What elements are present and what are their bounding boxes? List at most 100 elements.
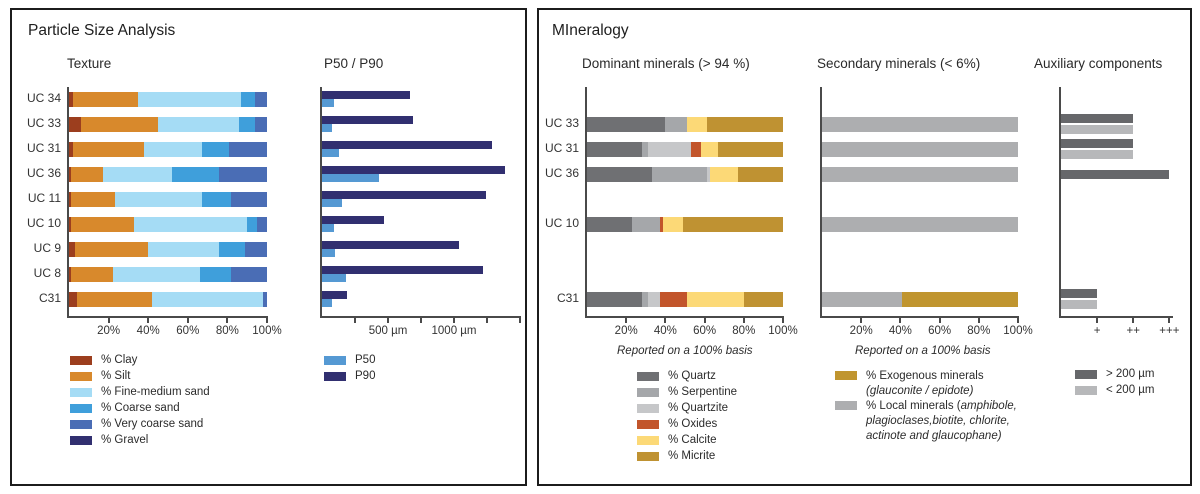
row-label: UC 34 xyxy=(26,91,61,105)
axis-tick-label: 100% xyxy=(252,325,282,337)
bar-segment xyxy=(152,291,264,307)
bar-row xyxy=(587,216,783,232)
bar-segment xyxy=(134,216,248,232)
legend-swatch xyxy=(637,371,659,381)
bar-segment xyxy=(822,291,903,307)
axis-tick xyxy=(742,316,745,323)
bar-segment xyxy=(822,116,1018,132)
legend-swatch xyxy=(70,419,92,429)
secondary-minerals-chart-title: Secondary minerals (< 6%) xyxy=(817,56,981,71)
dominant-minerals-chart-title: Dominant minerals (> 94 %) xyxy=(582,56,750,71)
legend-item: % Exogenous minerals xyxy=(835,368,1017,383)
bar-segment xyxy=(69,216,71,232)
bar xyxy=(322,241,460,249)
bar-segment xyxy=(706,166,711,182)
axis-tick-label: 1000 µm xyxy=(431,325,477,337)
legend-indent xyxy=(835,431,857,440)
axis-tick-label: 20% xyxy=(614,325,638,337)
legend-label: % Fine-medium sand xyxy=(101,386,210,398)
bar-segment xyxy=(665,116,687,132)
legend-label: % Quartzite xyxy=(668,402,729,414)
legend-swatch xyxy=(637,419,659,429)
bar-segment xyxy=(686,116,707,132)
axis-tick-label: 80% xyxy=(215,325,239,337)
legend-text: (glauconite / epidote) xyxy=(866,384,974,397)
bar-segment xyxy=(245,241,267,257)
legend-label: % Micrite xyxy=(668,450,716,462)
mineralogy-panel: MIneralogy Dominant minerals (> 94 %) Se… xyxy=(537,8,1192,486)
dominant-minerals-footnote: Reported on a 100% basis xyxy=(617,345,753,357)
legend-swatch xyxy=(637,435,659,445)
bar-segment xyxy=(229,141,267,157)
bar-segment xyxy=(663,216,684,232)
bar xyxy=(1061,114,1134,123)
bar-segment xyxy=(255,91,267,107)
bar xyxy=(322,124,332,132)
bar-segment xyxy=(743,291,783,307)
bar-segment xyxy=(822,166,1018,182)
bar-segment xyxy=(158,116,240,132)
legend-text: actinote and glaucophane) xyxy=(866,429,1002,442)
axis-tick-label: +++ xyxy=(1159,325,1180,337)
axis-tick xyxy=(453,316,455,323)
bar-segment xyxy=(647,141,691,157)
bar-segment xyxy=(69,166,71,182)
bar-segment xyxy=(641,141,648,157)
p50-p90-legend: P50 P90 xyxy=(324,352,375,384)
axis-tick-label: 80% xyxy=(732,325,756,337)
axis-tick xyxy=(938,316,941,323)
row-label: UC 36 xyxy=(544,166,579,180)
bar-segment xyxy=(587,291,642,307)
bar-row xyxy=(69,291,267,307)
axis-tick xyxy=(899,316,902,323)
axis-tick-label: 100% xyxy=(768,325,798,337)
p50-p90-chart-title: P50 / P90 xyxy=(324,56,384,71)
axis-tick xyxy=(1096,316,1099,323)
legend-indent xyxy=(835,416,857,425)
auxiliary-components-chart: + ++ +++ xyxy=(1059,87,1179,337)
bar-segment xyxy=(138,91,242,107)
legend-item: % Fine-medium sand xyxy=(70,384,210,400)
axis-tick xyxy=(625,316,628,323)
bar-row xyxy=(69,191,267,207)
bar-row xyxy=(69,216,267,232)
axis-tick-label: 40% xyxy=(136,325,160,337)
legend-swatch xyxy=(637,403,659,413)
bar-segment xyxy=(263,291,267,307)
axis-tick-label: 20% xyxy=(849,325,873,337)
axis-tick xyxy=(486,316,488,323)
bar-row xyxy=(69,116,267,132)
bar-row xyxy=(822,116,1018,132)
bar xyxy=(322,149,340,157)
bar-segment xyxy=(69,191,71,207)
bar xyxy=(322,116,414,124)
auxiliary-components-legend: > 200 µm < 200 µm xyxy=(1075,366,1155,398)
row-label: C31 xyxy=(556,291,579,305)
legend-swatch xyxy=(70,355,92,365)
axis-tick xyxy=(860,316,863,323)
bar-segment xyxy=(114,191,202,207)
legend-item: % Calcite xyxy=(637,432,737,448)
axis-tick xyxy=(782,316,784,323)
bar-row xyxy=(587,141,783,157)
legend-item: % Very coarse sand xyxy=(70,416,210,432)
legend-item: < 200 µm xyxy=(1075,382,1155,398)
axis-tick-label: 80% xyxy=(967,325,991,337)
bar-row xyxy=(69,166,267,182)
legend-item: % Coarse sand xyxy=(70,400,210,416)
legend-item: % Silt xyxy=(70,368,210,384)
legend-label: % Oxides xyxy=(668,418,718,430)
bar-segment xyxy=(70,191,115,207)
row-label: UC 31 xyxy=(26,141,61,155)
legend-item: % Oxides xyxy=(637,416,737,432)
bar-segment xyxy=(70,166,103,182)
bar-segment xyxy=(710,166,738,182)
row-label: UC 33 xyxy=(26,116,61,130)
secondary-minerals-chart: 20% 40% 60% 80% 100% xyxy=(820,87,1033,337)
legend-text: plagioclases,biotite, chlorite, xyxy=(866,414,1010,427)
axis-tick-label: 60% xyxy=(693,325,717,337)
axis-tick-label: 60% xyxy=(176,325,200,337)
legend-swatch xyxy=(70,371,92,381)
bar-segment xyxy=(69,116,81,132)
bar-segment xyxy=(171,166,220,182)
